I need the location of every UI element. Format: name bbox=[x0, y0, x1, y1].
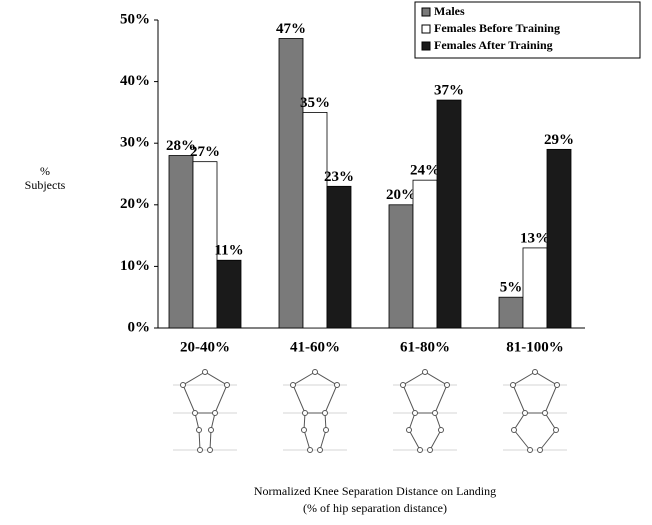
figure-joint bbox=[303, 411, 308, 416]
x-axis-title: Normalized Knee Separation Distance on L… bbox=[254, 484, 496, 498]
value-label: 27% bbox=[190, 144, 220, 160]
figure-joint bbox=[209, 428, 214, 433]
value-label: 20% bbox=[386, 187, 416, 203]
y-tick-label: 30% bbox=[120, 135, 150, 151]
value-label: 11% bbox=[214, 243, 243, 259]
figure-joint bbox=[308, 448, 313, 453]
bar bbox=[523, 248, 547, 328]
figure-torso bbox=[183, 372, 227, 413]
figure-joint bbox=[302, 428, 307, 433]
bar bbox=[279, 38, 303, 328]
bar bbox=[547, 149, 571, 328]
figure-joint bbox=[197, 428, 202, 433]
figure-joint bbox=[413, 411, 418, 416]
bar bbox=[327, 186, 351, 328]
x-tick-label: 61-80% bbox=[400, 339, 450, 355]
value-label: 35% bbox=[300, 95, 330, 111]
y-tick-label: 0% bbox=[128, 319, 151, 335]
legend-label: Males bbox=[434, 4, 465, 18]
bar bbox=[499, 297, 523, 328]
value-label: 37% bbox=[434, 83, 464, 99]
figure-joint bbox=[554, 428, 559, 433]
x-tick-label: 41-60% bbox=[290, 339, 340, 355]
figure-joint bbox=[198, 448, 203, 453]
figure-torso bbox=[403, 372, 447, 413]
bar bbox=[303, 112, 327, 328]
value-label: 24% bbox=[410, 163, 440, 179]
value-label: 23% bbox=[324, 169, 354, 185]
legend-swatch bbox=[422, 25, 430, 33]
figure-joint bbox=[181, 383, 186, 388]
figure-joint bbox=[323, 411, 328, 416]
figure-joint bbox=[543, 411, 548, 416]
figure-joint bbox=[555, 383, 560, 388]
x-tick-label: 20-40% bbox=[180, 339, 230, 355]
bar bbox=[413, 180, 437, 328]
value-label: 13% bbox=[520, 230, 550, 246]
value-label: 29% bbox=[544, 132, 574, 148]
figure-joint bbox=[401, 383, 406, 388]
figure-joint bbox=[418, 448, 423, 453]
figure-joint bbox=[433, 411, 438, 416]
figure-joint bbox=[512, 428, 517, 433]
y-axis-label: % bbox=[40, 164, 50, 178]
x-axis-title: (% of hip separation distance) bbox=[303, 501, 447, 515]
figure-joint bbox=[538, 448, 543, 453]
figure-joint bbox=[203, 370, 208, 375]
legend-label: Females Before Training bbox=[434, 21, 560, 35]
figure-joint bbox=[291, 383, 296, 388]
y-axis-label: Subjects bbox=[25, 178, 66, 192]
value-label: 47% bbox=[276, 21, 306, 37]
figure-joint bbox=[428, 448, 433, 453]
figure-joint bbox=[208, 448, 213, 453]
figure-torso bbox=[513, 372, 557, 413]
figure-joint bbox=[193, 411, 198, 416]
y-tick-label: 10% bbox=[120, 258, 150, 274]
value-label: 5% bbox=[500, 280, 523, 296]
chart: % Subjects Normalized Knee Separation Di… bbox=[0, 0, 652, 525]
figure-joint bbox=[225, 383, 230, 388]
figure-joint bbox=[407, 428, 412, 433]
figure-joint bbox=[533, 370, 538, 375]
x-tick-label: 81-100% bbox=[506, 339, 564, 355]
bar bbox=[437, 100, 461, 328]
figure-torso bbox=[293, 372, 337, 413]
legend-swatch bbox=[422, 42, 430, 50]
figure-joint bbox=[335, 383, 340, 388]
legend-swatch bbox=[422, 8, 430, 16]
figure-joint bbox=[439, 428, 444, 433]
y-tick-label: 50% bbox=[120, 11, 150, 27]
y-tick-label: 20% bbox=[120, 196, 150, 212]
figure-joint bbox=[423, 370, 428, 375]
bar bbox=[193, 162, 217, 328]
figure-joint bbox=[313, 370, 318, 375]
figure-joint bbox=[324, 428, 329, 433]
figure-joint bbox=[213, 411, 218, 416]
bar bbox=[217, 260, 241, 328]
figure-joint bbox=[445, 383, 450, 388]
legend-label: Females After Training bbox=[434, 38, 553, 52]
figure-joint bbox=[318, 448, 323, 453]
bar bbox=[389, 205, 413, 328]
figure-joint bbox=[511, 383, 516, 388]
figure-joint bbox=[523, 411, 528, 416]
figure-joint bbox=[528, 448, 533, 453]
bar bbox=[169, 156, 193, 328]
y-tick-label: 40% bbox=[120, 73, 150, 89]
